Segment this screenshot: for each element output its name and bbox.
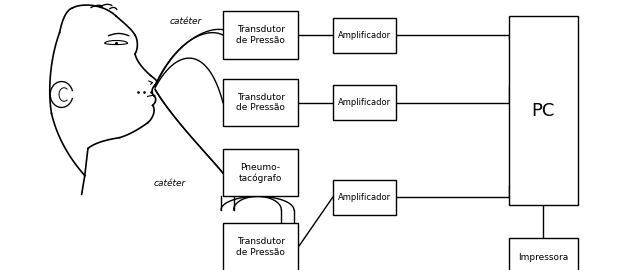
FancyBboxPatch shape (223, 149, 298, 197)
Text: catéter: catéter (153, 179, 186, 188)
Text: Amplificador: Amplificador (338, 193, 391, 202)
Text: catéter: catéter (169, 17, 202, 26)
Text: Transdutor
de Pressão: Transdutor de Pressão (236, 93, 285, 112)
FancyBboxPatch shape (509, 238, 578, 270)
FancyBboxPatch shape (333, 180, 396, 215)
Text: Transdutor
de Pressão: Transdutor de Pressão (236, 25, 285, 45)
Text: PC: PC (531, 102, 555, 120)
Text: Pneumo-
tacógrafo: Pneumo- tacógrafo (239, 163, 283, 183)
FancyBboxPatch shape (223, 79, 298, 126)
FancyBboxPatch shape (223, 224, 298, 270)
Text: Transdutor
de Pressão: Transdutor de Pressão (236, 237, 285, 257)
Text: Impressora: Impressora (518, 253, 568, 262)
FancyBboxPatch shape (223, 12, 298, 59)
FancyBboxPatch shape (333, 18, 396, 53)
Text: Amplificador: Amplificador (338, 98, 391, 107)
Text: Amplificador: Amplificador (338, 31, 391, 40)
FancyBboxPatch shape (333, 85, 396, 120)
FancyBboxPatch shape (509, 16, 578, 205)
